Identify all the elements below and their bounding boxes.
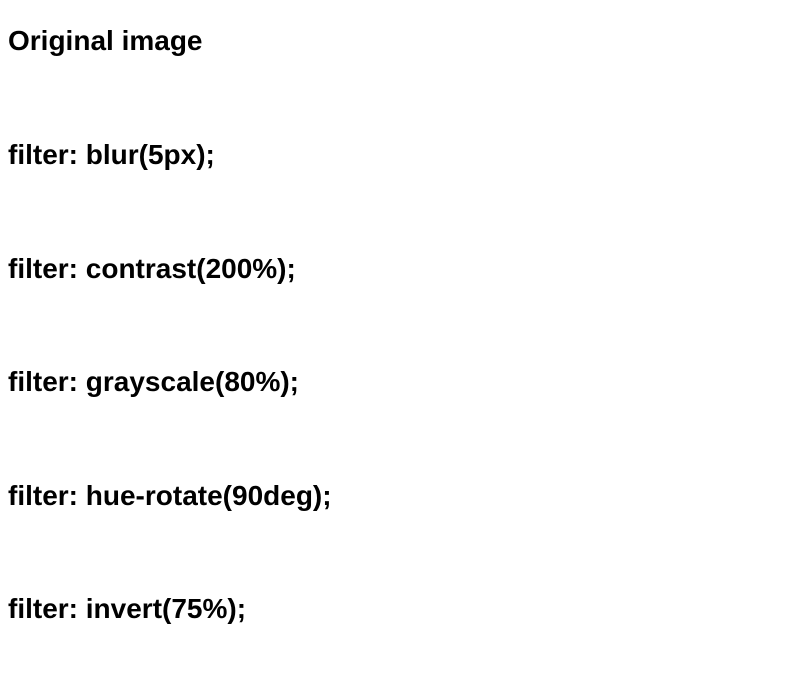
heading-hue-rotate-filter: filter: hue-rotate(90deg); bbox=[8, 480, 332, 511]
heading-invert-filter: filter: invert(75%); bbox=[8, 593, 247, 624]
heading-contrast-filter: filter: contrast(200%); bbox=[8, 253, 296, 284]
heading-blur-filter: filter: blur(5px); bbox=[8, 139, 215, 170]
heading-original-image: Original image bbox=[8, 25, 203, 56]
heading-grayscale-filter: filter: grayscale(80%); bbox=[8, 366, 300, 397]
